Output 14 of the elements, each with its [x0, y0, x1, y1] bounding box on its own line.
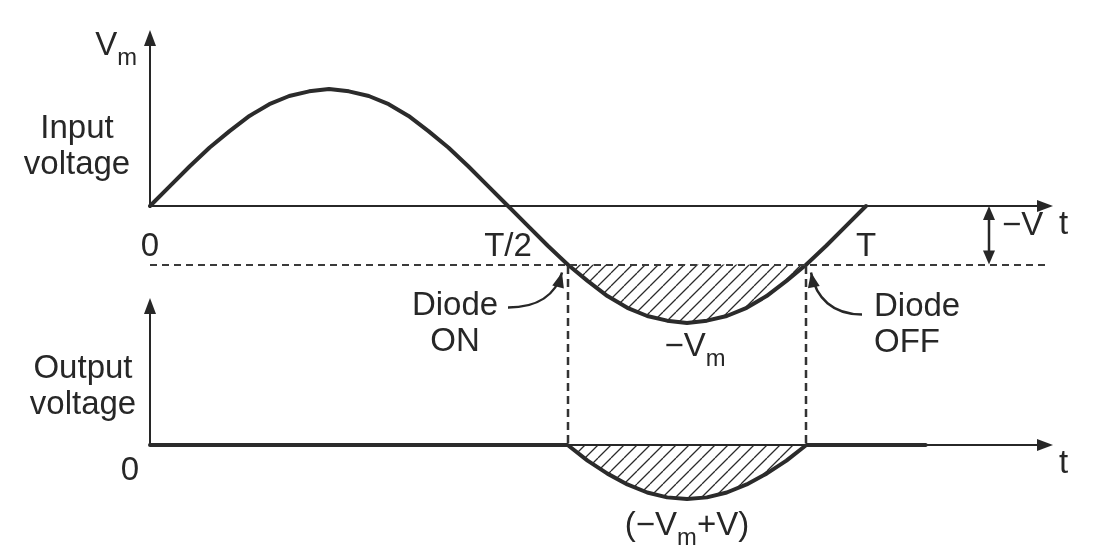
x-tick-label: T — [855, 226, 877, 263]
x-axis-title: t — [1059, 443, 1069, 480]
text: V$_{m}$ — [95, 25, 137, 70]
x-tick-label: T/2 — [484, 226, 532, 263]
x-tick-label: 0 — [140, 226, 160, 263]
annotation: Diode OFF — [874, 285, 962, 359]
ref-line-label: −V — [1002, 205, 1044, 242]
text: 0 — [120, 450, 139, 487]
y-axis-title: Output voltage — [28, 347, 138, 421]
annotation: Diode ON — [410, 284, 500, 358]
annotation: −V$_{m}$ — [664, 326, 726, 371]
y-axis-title: Input voltage — [22, 108, 132, 181]
x-axis-title: t — [1059, 204, 1069, 241]
annotation: (−V$_{m}$+V) — [624, 505, 750, 550]
